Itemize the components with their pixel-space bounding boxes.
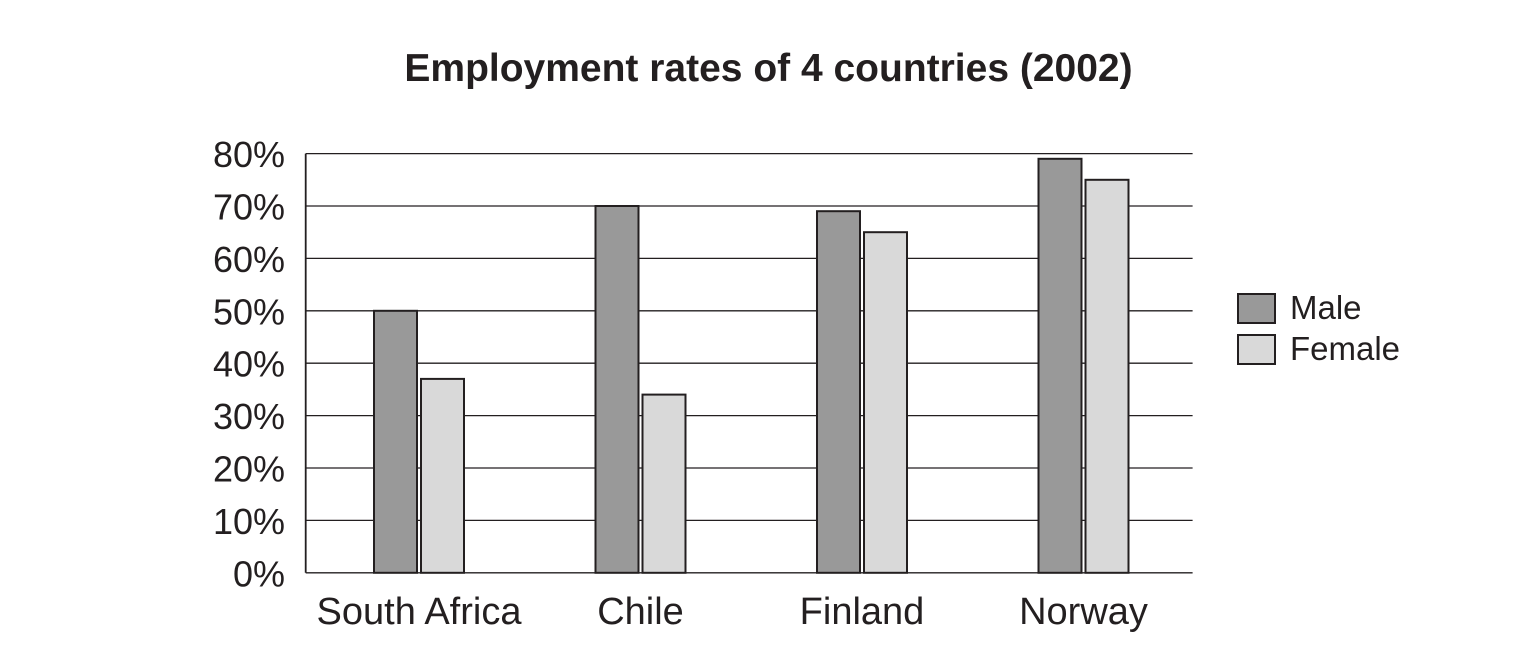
svg-text:70%: 70%	[213, 187, 285, 228]
svg-text:South Africa: South Africa	[317, 591, 523, 633]
svg-text:50%: 50%	[213, 291, 285, 332]
svg-text:Finland: Finland	[800, 591, 925, 633]
svg-text:80%: 80%	[213, 134, 285, 175]
svg-text:10%: 10%	[213, 501, 285, 542]
svg-text:30%: 30%	[213, 396, 285, 437]
svg-text:0%: 0%	[233, 553, 285, 594]
svg-text:20%: 20%	[213, 449, 285, 490]
svg-text:Female: Female	[1290, 330, 1400, 367]
svg-text:Chile: Chile	[597, 591, 684, 633]
svg-text:60%: 60%	[213, 239, 285, 280]
svg-text:Norway: Norway	[1019, 591, 1148, 633]
svg-text:Male: Male	[1290, 289, 1362, 326]
svg-text:40%: 40%	[213, 344, 285, 385]
